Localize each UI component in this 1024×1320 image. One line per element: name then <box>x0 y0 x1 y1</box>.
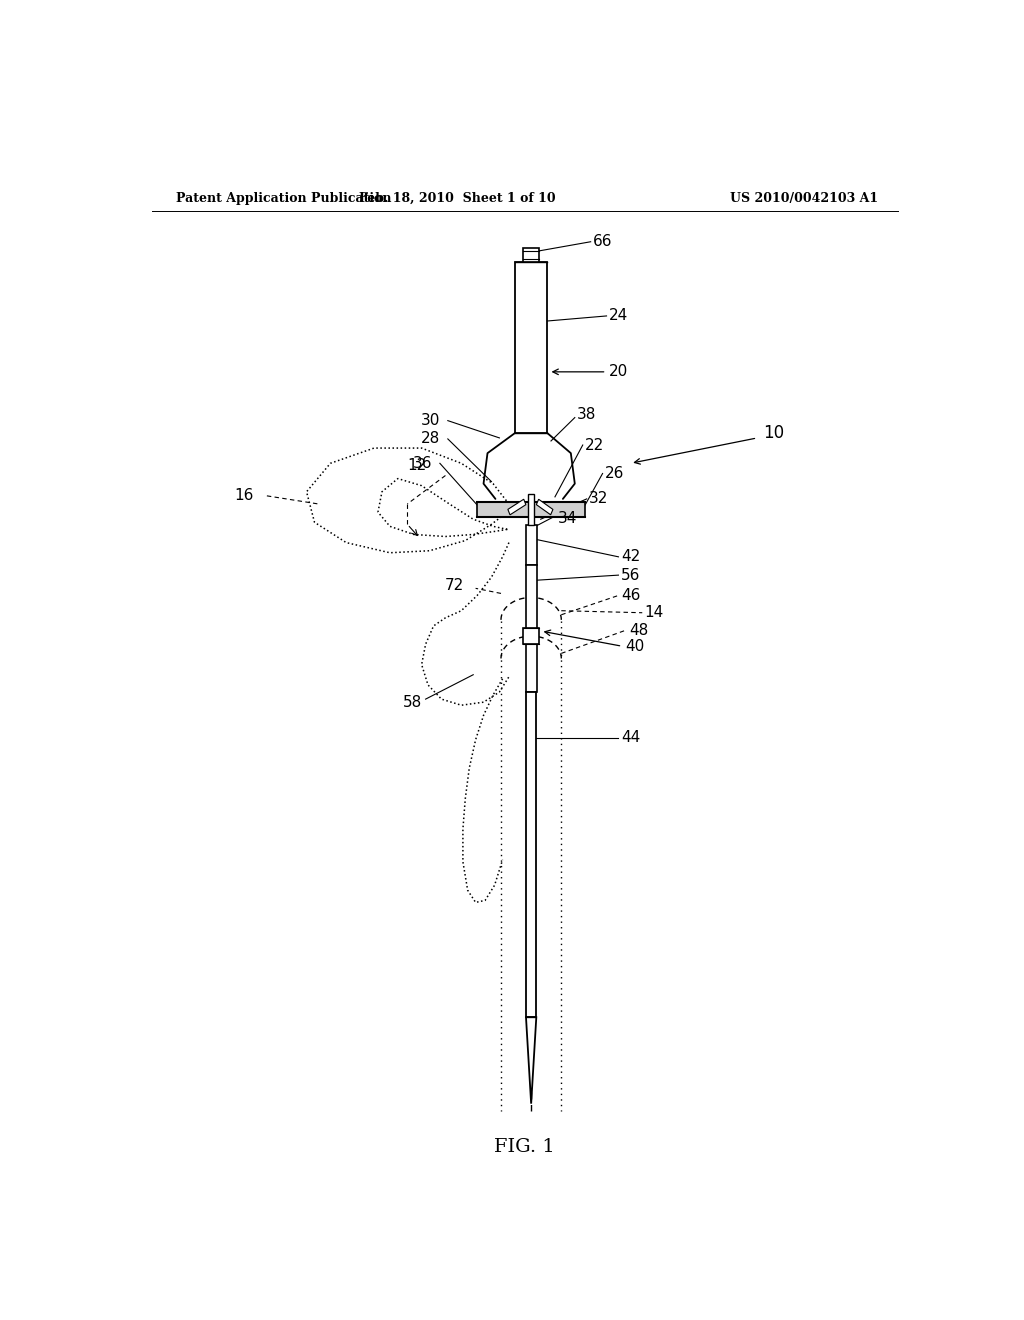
Text: 32: 32 <box>589 491 608 507</box>
Text: 72: 72 <box>444 578 464 593</box>
Bar <box>526 692 537 1018</box>
Text: 30: 30 <box>421 413 440 428</box>
Text: 40: 40 <box>625 639 644 653</box>
Bar <box>515 263 547 433</box>
Text: 22: 22 <box>585 437 604 453</box>
Text: 48: 48 <box>629 623 648 638</box>
Bar <box>525 525 537 565</box>
Text: 14: 14 <box>645 606 664 620</box>
Text: 20: 20 <box>609 364 628 379</box>
Text: 44: 44 <box>621 730 640 746</box>
Text: 10: 10 <box>763 424 784 442</box>
Text: 12: 12 <box>408 458 427 473</box>
FancyArrow shape <box>537 499 553 515</box>
Text: Feb. 18, 2010  Sheet 1 of 10: Feb. 18, 2010 Sheet 1 of 10 <box>359 191 556 205</box>
Text: 42: 42 <box>621 549 640 565</box>
Bar <box>523 628 539 644</box>
Text: 66: 66 <box>593 234 612 249</box>
Text: Patent Application Publication: Patent Application Publication <box>176 191 391 205</box>
Text: 28: 28 <box>421 432 440 446</box>
Text: US 2010/0042103 A1: US 2010/0042103 A1 <box>730 191 878 205</box>
Text: 38: 38 <box>578 407 597 422</box>
Text: 56: 56 <box>621 568 640 582</box>
Text: 24: 24 <box>609 309 628 323</box>
Bar <box>525 565 537 692</box>
Text: 58: 58 <box>402 694 422 710</box>
Bar <box>528 494 535 525</box>
Text: 26: 26 <box>605 466 625 480</box>
Text: 36: 36 <box>413 455 432 471</box>
Bar <box>523 248 539 263</box>
FancyArrow shape <box>508 499 526 515</box>
Text: 34: 34 <box>557 511 577 525</box>
Text: 16: 16 <box>234 488 253 503</box>
Bar <box>477 502 585 517</box>
Text: 46: 46 <box>621 587 640 603</box>
Text: FIG. 1: FIG. 1 <box>495 1138 555 1156</box>
Polygon shape <box>526 1018 537 1104</box>
